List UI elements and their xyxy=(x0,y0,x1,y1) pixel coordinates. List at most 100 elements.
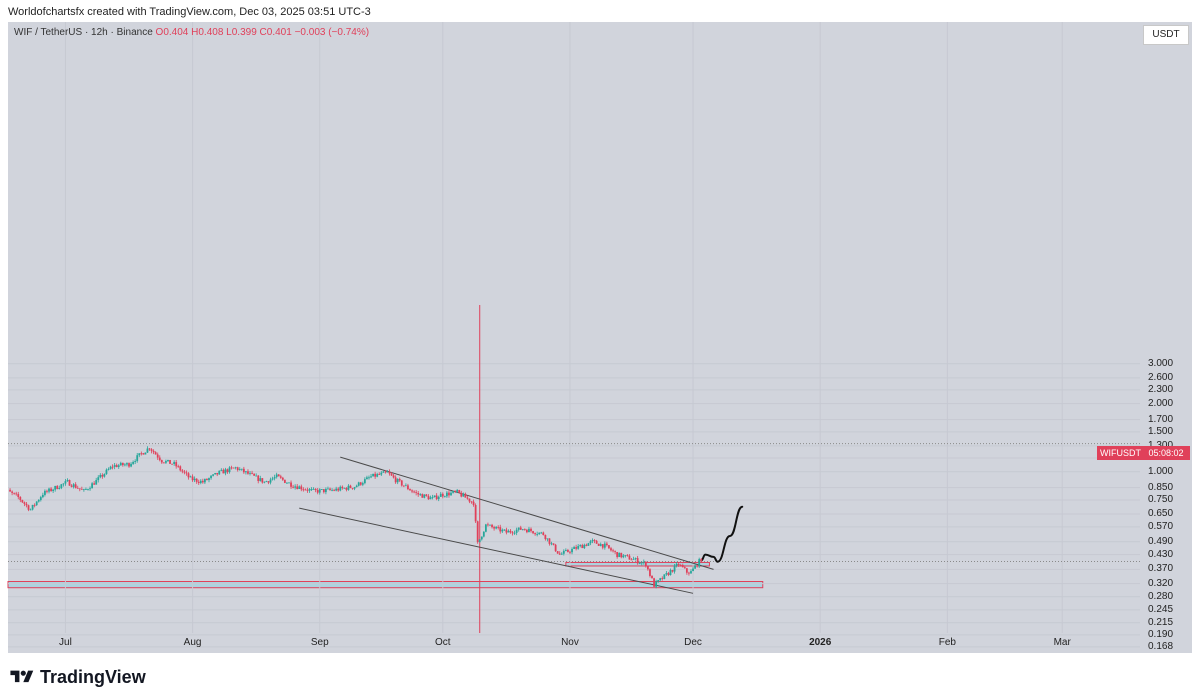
candle-body xyxy=(361,483,364,485)
candle-body xyxy=(511,532,514,534)
candle-body xyxy=(126,463,128,465)
candle-body xyxy=(614,551,616,553)
candle-body xyxy=(685,568,688,573)
symbol-name: WIF / TetherUS · 12h · Binance xyxy=(14,27,153,38)
candle-body xyxy=(439,493,442,497)
candle-body xyxy=(337,488,340,491)
candle-body xyxy=(142,453,145,455)
candle-body xyxy=(671,570,674,572)
price-tick-label: 0.215 xyxy=(1148,616,1174,628)
candle-body xyxy=(310,489,313,490)
candle-body xyxy=(269,479,272,483)
candle-body xyxy=(359,482,362,485)
candle-body xyxy=(501,529,504,532)
candle-body xyxy=(228,467,231,473)
price-axis[interactable] xyxy=(1140,22,1192,653)
candle-body xyxy=(39,497,42,501)
candle-body xyxy=(384,471,387,473)
candle-body xyxy=(601,544,604,548)
candle-body xyxy=(411,490,413,492)
currency-button[interactable]: USDT xyxy=(1143,25,1189,45)
candle-body xyxy=(236,467,239,471)
candle-body xyxy=(117,465,120,468)
candle-body xyxy=(649,569,651,576)
candle-body xyxy=(634,558,637,559)
open-value: O0.404 xyxy=(155,27,189,38)
candle-body xyxy=(376,474,379,477)
candle-body xyxy=(546,538,549,540)
candle-body xyxy=(343,487,346,489)
symbol-legend: WIF / TetherUS · 12h · Binance O0.404 H0… xyxy=(14,27,369,38)
candle-body xyxy=(460,492,463,497)
candle-body xyxy=(552,543,555,545)
candle-body xyxy=(610,548,612,551)
candle-body xyxy=(331,489,333,491)
candle-body xyxy=(316,490,319,493)
support-zone xyxy=(7,581,764,589)
candle-body xyxy=(413,491,415,493)
price-tick-label: 2.600 xyxy=(1148,371,1174,383)
tradingview-logo[interactable]: TradingView xyxy=(8,666,146,688)
candle-body xyxy=(199,480,202,483)
candle-body xyxy=(407,485,409,490)
candle-body xyxy=(423,494,426,498)
candle-body xyxy=(134,461,137,462)
candle-body xyxy=(368,477,370,479)
candle-body xyxy=(267,481,270,483)
candle-body xyxy=(499,527,502,532)
price-tick-label: 2.000 xyxy=(1148,397,1174,409)
candle-body xyxy=(435,495,438,500)
candle-body xyxy=(140,453,143,455)
candle-body xyxy=(175,462,178,467)
candle-body xyxy=(181,470,184,472)
candle-body xyxy=(480,536,483,540)
candle-body xyxy=(257,475,260,481)
candle-body xyxy=(195,478,198,482)
candle-body xyxy=(575,547,578,549)
candle-body xyxy=(294,486,297,488)
candle-body xyxy=(21,500,24,503)
candle-body xyxy=(659,578,662,581)
candles-layer xyxy=(9,446,703,589)
candle-body xyxy=(382,471,385,473)
candle-body xyxy=(636,558,639,564)
candle-body xyxy=(41,494,44,498)
candle-body xyxy=(17,494,20,497)
candle-body xyxy=(542,532,545,536)
candle-body xyxy=(558,553,561,555)
candle-body xyxy=(694,565,696,569)
candle-body xyxy=(398,478,401,481)
candle-body xyxy=(54,485,57,490)
candle-body xyxy=(158,457,161,461)
candle-body xyxy=(279,476,282,478)
candle-body xyxy=(605,543,608,546)
candle-body xyxy=(320,489,323,490)
candle-body xyxy=(560,553,563,555)
candle-body xyxy=(296,486,299,489)
candle-body xyxy=(470,501,473,503)
candle-body xyxy=(644,561,647,567)
candle-body xyxy=(616,552,619,558)
candle-body xyxy=(97,477,100,481)
candle-body xyxy=(347,485,350,490)
candle-body xyxy=(683,567,686,569)
candle-body xyxy=(341,486,344,489)
candle-body xyxy=(661,578,664,579)
candle-body xyxy=(429,497,432,500)
candle-body xyxy=(91,483,93,489)
candle-body xyxy=(46,490,48,492)
candle-body xyxy=(532,531,534,534)
candle-body xyxy=(327,488,329,490)
candle-body xyxy=(509,530,512,533)
candle-body xyxy=(626,555,629,557)
candle-body xyxy=(99,475,102,478)
price-tick-label: 2.300 xyxy=(1148,383,1174,395)
candle-body xyxy=(647,566,649,570)
candle-body xyxy=(109,466,112,470)
candle-body xyxy=(167,459,169,462)
candle-body xyxy=(593,540,596,541)
candle-body xyxy=(653,578,655,587)
candle-body xyxy=(201,480,204,483)
candle-body xyxy=(446,492,448,497)
